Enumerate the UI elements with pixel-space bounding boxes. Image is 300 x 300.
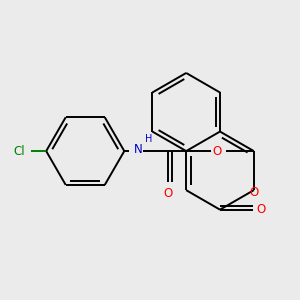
Text: Cl: Cl (13, 145, 25, 158)
Text: O: O (212, 145, 221, 158)
Text: O: O (163, 187, 172, 200)
Text: O: O (257, 203, 266, 216)
Text: O: O (249, 186, 258, 200)
Text: H: H (145, 134, 153, 144)
Text: N: N (134, 143, 142, 156)
